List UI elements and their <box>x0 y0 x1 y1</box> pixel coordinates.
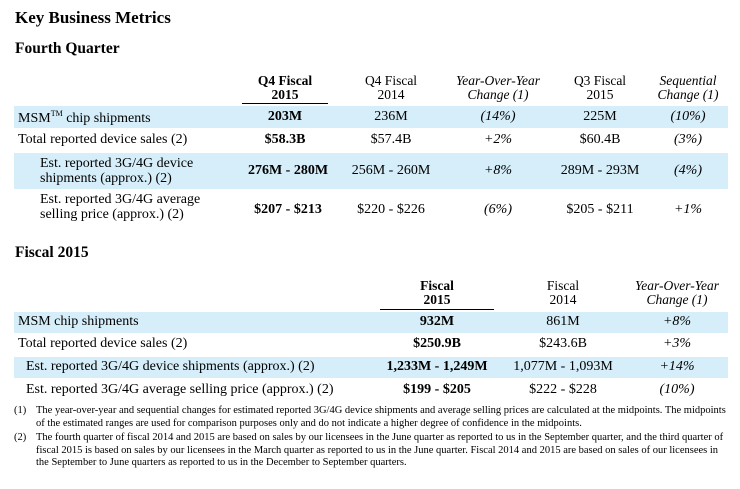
footnote-text: The year-over-year and sequential change… <box>36 405 726 429</box>
cell-value: 225M <box>583 109 617 124</box>
cell-value: $205 - $211 <box>566 202 634 217</box>
table-row: Est. reported 3G/4G average selling pric… <box>14 380 728 402</box>
cell-value: (10%) <box>659 382 695 397</box>
cell-value: 932M <box>419 314 455 329</box>
fy-header-yoy-change: Year-Over-Year Change (1) <box>635 278 719 307</box>
cell-value: 289M - 293M <box>560 163 640 178</box>
fy-header-fiscal-2014: Fiscal 2014 <box>546 278 580 307</box>
cell-value: (3%) <box>674 132 702 147</box>
q4-header-q4-fiscal-2014: Q4 Fiscal 2014 <box>364 73 418 102</box>
row-label: Total reported device sales (2) <box>18 132 188 147</box>
cell-value: +2% <box>483 132 513 147</box>
table-row: Total reported device sales (2) $58.3B $… <box>14 129 728 151</box>
cell-value: (10%) <box>670 109 706 124</box>
cell-value: 276M - 280M <box>247 163 329 178</box>
q4-header-q4-fiscal-2015: Q4 Fiscal 2015 <box>257 73 313 102</box>
row-label: Est. reported 3G/4G device shipments (app… <box>40 156 194 186</box>
cell-value: $220 - $226 <box>357 202 425 217</box>
cell-value: 236M <box>374 109 408 124</box>
row-label: Est. reported 3G/4G device shipments (ap… <box>26 359 315 374</box>
q4-header-q3-fiscal-2015: Q3 Fiscal 2015 <box>573 73 627 102</box>
cell-value: 256M - 260M <box>351 163 431 178</box>
cell-value: $60.4B <box>579 132 621 147</box>
cell-value: 1,233M - 1,249M <box>386 359 488 374</box>
q4-header-yoy-change: Year-Over-Year Change (1) <box>456 73 540 102</box>
row-label: Est. reported 3G/4G average selling price… <box>40 192 201 222</box>
table-row: Est. reported 3G/4G average selling price… <box>14 190 728 226</box>
header-underline <box>242 103 328 104</box>
cell-value: (6%) <box>484 202 512 217</box>
fy-header-fiscal-2015: Fiscal 2015 <box>420 278 454 307</box>
footnote-number: (1) <box>14 405 27 416</box>
table-row: MSM chip shipments 932M 861M +8% <box>14 312 728 333</box>
row-label: MSM chip shipments <box>18 314 139 329</box>
table-row: Est. reported 3G/4G device shipments (ap… <box>14 357 728 378</box>
cell-value: +8% <box>483 163 513 178</box>
section-title-fourth-quarter: Fourth Quarter <box>15 40 120 57</box>
footnote-1: (1) The year-over-year and sequential ch… <box>14 405 728 431</box>
cell-value: $250.9B <box>413 336 461 351</box>
cell-value: $58.3B <box>264 132 306 147</box>
cell-value: $57.4B <box>370 132 412 147</box>
cell-value: (14%) <box>480 109 516 124</box>
table-row: Total reported device sales (2) $250.9B … <box>14 334 728 355</box>
cell-value: +3% <box>662 336 692 351</box>
footnote-2: (2) The fourth quarter of fiscal 2014 an… <box>14 432 728 472</box>
footnote-number: (2) <box>14 432 27 443</box>
header-underline <box>380 309 494 310</box>
cell-value: $207 - $213 <box>254 202 322 217</box>
cell-value: +14% <box>659 359 695 374</box>
footnote-text: The fourth quarter of fiscal 2014 and 20… <box>36 432 724 468</box>
row-label: MSMTM chip shipments <box>18 109 151 126</box>
row-label: Total reported device sales (2) <box>18 336 188 351</box>
table-row: Est. reported 3G/4G device shipments (app… <box>14 153 728 189</box>
cell-value: 1,077M - 1,093M <box>513 359 613 374</box>
cell-value: $222 - $228 <box>529 382 597 397</box>
cell-value: 203M <box>267 109 303 124</box>
cell-value: +1% <box>673 202 703 217</box>
table-row: MSMTM chip shipments 203M 236M (14%) 225… <box>14 106 728 128</box>
page-title: Key Business Metrics <box>15 8 171 27</box>
cell-value: +8% <box>662 314 692 329</box>
cell-value: $199 - $205 <box>403 382 471 397</box>
section-title-fiscal-2015: Fiscal 2015 <box>15 244 89 261</box>
q4-header-sequential-change: Sequential Change (1) <box>657 73 719 102</box>
cell-value: $243.6B <box>539 336 587 351</box>
row-label: Est. reported 3G/4G average selling pric… <box>26 382 334 397</box>
cell-value: 861M <box>546 314 580 329</box>
cell-value: (4%) <box>674 163 702 178</box>
